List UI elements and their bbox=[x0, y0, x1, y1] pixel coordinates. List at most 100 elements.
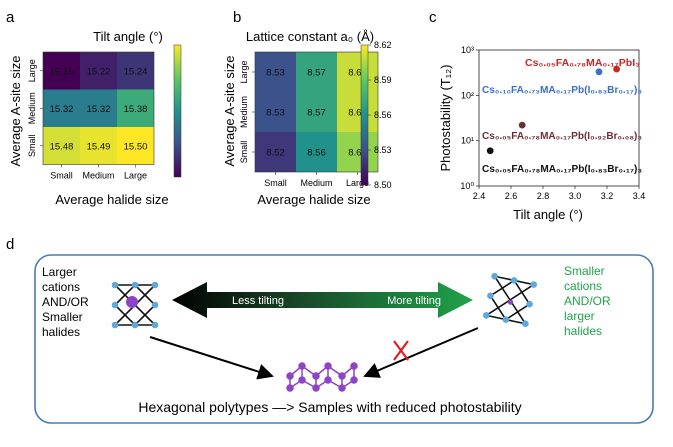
c-point-label-0: Cs₀.₀₅FA₀.₇₈MA₀.₁₇PbI₃ bbox=[525, 58, 640, 69]
b-cell-1-2 bbox=[337, 92, 378, 132]
a-cell-0-0 bbox=[43, 52, 80, 90]
b-ytick-2: Small bbox=[239, 141, 249, 164]
b-value-2-0: 8.52 bbox=[266, 148, 285, 159]
panel-b-letter: b bbox=[233, 9, 241, 26]
b-value-2-2: 8.60 bbox=[348, 148, 367, 159]
panel-b-title: Lattice constant a₀ (Å) bbox=[246, 29, 374, 44]
panel-c-ylabel: Photostability (T₁₂) bbox=[438, 65, 453, 172]
b-cbar-tick-2: 8.56 bbox=[374, 110, 392, 120]
b-xtick-0: Small bbox=[264, 178, 287, 188]
c-xtick-3: 3.0 bbox=[569, 191, 582, 201]
a-value-1-0: 15.32 bbox=[50, 104, 74, 115]
c-point-2 bbox=[518, 121, 526, 129]
left-caption-line-2: cations bbox=[42, 280, 80, 294]
right-caption-line-1: Smaller bbox=[564, 264, 605, 278]
panel-d-letter: d bbox=[6, 236, 14, 253]
b-cbar-tick-4: 8.50 bbox=[374, 180, 392, 190]
tilting-double-arrow: Less tilting More tilting bbox=[172, 282, 473, 318]
left-caption-line-4: Smaller bbox=[42, 310, 83, 324]
b-cbar-tick-0: 8.62 bbox=[374, 40, 392, 50]
b-value-1-1: 8.57 bbox=[307, 108, 326, 119]
b-xtick-2: Large bbox=[346, 178, 369, 188]
c-ytick-1: 10² bbox=[461, 90, 474, 100]
b-cell-1-0 bbox=[255, 92, 296, 132]
panel-a-title: Tilt angle (°) bbox=[93, 29, 163, 44]
a-xtick-0: Small bbox=[50, 171, 73, 181]
b-cell-0-2 bbox=[337, 52, 378, 92]
right-caption-line-3: AND/OR bbox=[564, 294, 611, 308]
less-tilting-label: Less tilting bbox=[232, 295, 284, 307]
panel-b-colorbar bbox=[360, 44, 369, 186]
panel-a: a Tilt angle (°) 15.19 15.22 15.24 15.32 15.… bbox=[6, 9, 182, 207]
a-cell-2-2 bbox=[117, 127, 154, 165]
b-ytick-1: Medium bbox=[239, 96, 249, 128]
a-value-0-0: 15.19 bbox=[50, 66, 74, 77]
a-cell-2-0 bbox=[43, 127, 80, 165]
a-value-1-2: 15.38 bbox=[124, 104, 148, 115]
c-point-label-2: Cs₀.₀₅FA₀.₇₈MA₀.₁₇Pb(I₀.₉₂Br₀.₀₈)₃ bbox=[482, 131, 642, 142]
panel-c-scatter: 2.4 2.6 2.8 3.0 3.2 3.4 10³ 10² 10¹ 10⁰ Cs₀.₀₅FA₀.… bbox=[460, 45, 645, 201]
b-cell-2-2 bbox=[337, 132, 378, 172]
b-cell-2-0 bbox=[255, 132, 296, 172]
a-xtick-1: Medium bbox=[82, 171, 114, 181]
hexagonal-polytype-icon bbox=[286, 362, 358, 392]
left-caption-line-3: AND/OR bbox=[42, 295, 89, 309]
panel-d-box bbox=[34, 254, 654, 424]
panel-a-colorbar bbox=[173, 44, 182, 178]
panel-c-xlabel: Tilt angle (°) bbox=[513, 207, 583, 222]
a-value-0-2: 15.24 bbox=[124, 66, 148, 77]
b-value-1-0: 8.53 bbox=[266, 108, 285, 119]
blocked-cross-icon bbox=[393, 340, 409, 361]
a-value-2-0: 15.48 bbox=[50, 141, 74, 152]
c-xtick-4: 3.2 bbox=[601, 191, 614, 201]
right-caption: Smaller cations AND/OR larger halides bbox=[564, 264, 611, 338]
b-cbar-tick-3: 8.53 bbox=[374, 145, 392, 155]
panel-b-ylabel: Average A-site size bbox=[222, 55, 237, 166]
left-caption: Larger cations AND/OR Smaller halides bbox=[42, 265, 89, 339]
panel-b: b Lattice constant a₀ (Å) 8.53 8.57 8.618.… bbox=[222, 9, 392, 207]
a-ytick-0: Large bbox=[27, 59, 37, 82]
panel-c-letter: c bbox=[429, 9, 437, 26]
c-xtick-2: 2.8 bbox=[537, 191, 550, 201]
c-xtick-5: 3.4 bbox=[633, 191, 646, 201]
b-cbar-tick-1: 8.59 bbox=[374, 75, 392, 85]
a-xtick-2: Large bbox=[124, 171, 147, 181]
c-ytick-0: 10³ bbox=[461, 45, 474, 55]
panel-a-letter: a bbox=[6, 9, 15, 26]
b-cell-1-1 bbox=[296, 92, 337, 132]
panel-b-xlabel: Average halide size bbox=[257, 192, 370, 207]
b-value-1-2: 8.61 bbox=[348, 108, 367, 119]
a-value-2-1: 15.49 bbox=[87, 141, 111, 152]
b-value-0-0: 8.53 bbox=[266, 68, 285, 79]
bottom-caption: Hexagonal polytypes —> Samples with redu… bbox=[138, 399, 521, 415]
panel-b-heatmap: 8.53 8.57 8.61 8.53 8.57 8.61 8.52 8.56 8.60 Smal… bbox=[239, 51, 379, 188]
more-tilting-label: More tilting bbox=[387, 295, 441, 307]
c-xtick-1: 2.6 bbox=[505, 191, 518, 201]
panel-c: c 2.4 2.6 2.8 3.0 3.2 3.4 10³ 10² 10¹ 10⁰ Cs₀.₀₅FA… bbox=[429, 9, 645, 222]
c-ytick-3: 10⁰ bbox=[460, 181, 474, 191]
left-caption-line-1: Larger bbox=[42, 265, 77, 279]
a-cell-1-1 bbox=[80, 89, 117, 127]
panel-a-heatmap: 15.19 15.22 15.24 15.32 15.32 15.38 15.48 15.49… bbox=[27, 51, 155, 181]
c-xtick-0: 2.4 bbox=[473, 191, 486, 201]
c-ytick-2: 10¹ bbox=[461, 136, 474, 146]
left-to-hexagonal-arrow bbox=[149, 336, 274, 380]
c-point-1 bbox=[595, 68, 603, 76]
a-value-0-1: 15.22 bbox=[87, 66, 111, 77]
right-caption-line-2: cations bbox=[564, 279, 602, 293]
right-caption-line-5: halides bbox=[564, 324, 602, 338]
c-plot-frame bbox=[478, 49, 640, 187]
b-xtick-1: Medium bbox=[300, 178, 332, 188]
panel-d: d Larger cations AND/OR Smaller halides bbox=[6, 236, 654, 424]
c-point-label-1: Cs₀.₁₀FA₀.₇₃MA₀.₁₇Pb(I₀.₈₃Br₀.₁₇)₃ bbox=[482, 85, 642, 96]
a-ytick-2: Small bbox=[27, 134, 37, 157]
b-cell-2-1 bbox=[296, 132, 337, 172]
panel-b-colorbar-ticks: 8.62 8.59 8.56 8.53 8.50 bbox=[368, 40, 392, 190]
b-cell-0-0 bbox=[255, 52, 296, 92]
b-value-2-1: 8.56 bbox=[307, 148, 326, 159]
a-cell-0-1 bbox=[80, 52, 117, 90]
c-point-3 bbox=[486, 147, 494, 155]
a-cell-1-0 bbox=[43, 89, 80, 127]
b-value-0-1: 8.57 bbox=[307, 68, 326, 79]
